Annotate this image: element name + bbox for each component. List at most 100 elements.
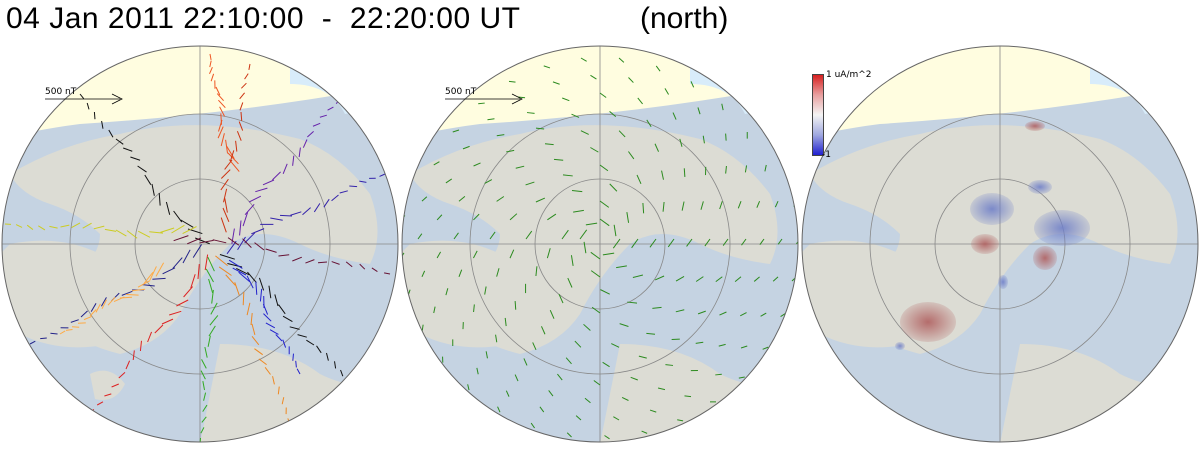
- map-border: [401, 45, 799, 443]
- scale-arrowhead: [511, 93, 523, 105]
- magnetometer-vector: [209, 66, 213, 74]
- magnetometer-vector: [248, 195, 262, 203]
- magnetometer-vector: [210, 73, 215, 82]
- magnetometer-vector: [171, 224, 185, 234]
- equivalent-current-vector: [642, 202, 645, 214]
- magnetometer-vector: [236, 131, 242, 141]
- equivalent-current-vector: [525, 181, 535, 186]
- magnetometer-vector: [60, 224, 70, 228]
- magnetometer-vector: [49, 225, 58, 229]
- magnetometer-vector: [201, 416, 207, 423]
- equivalent-current-vector: [530, 422, 535, 429]
- equivalent-current-vector: [421, 324, 424, 331]
- equivalent-current-vector: [497, 406, 501, 413]
- magnetometer-vector: [313, 203, 321, 213]
- equivalent-current-vector: [611, 343, 620, 348]
- equivalent-current-vector: [796, 238, 798, 245]
- magnetometer-vector: [80, 310, 88, 318]
- magnetometer-vector: [327, 106, 334, 111]
- equivalent-current-vector: [553, 158, 564, 161]
- equivalent-current-vector: [704, 238, 711, 247]
- magnetometer-vector: [224, 159, 233, 170]
- magnetometer-vector: [197, 264, 200, 280]
- magnetometer-vector: [229, 150, 235, 162]
- magnetometer-vector: [82, 222, 92, 229]
- equivalent-current-vector: [697, 310, 706, 315]
- hemisphere-label: (north): [640, 2, 729, 35]
- magnetometer-vector: [220, 178, 229, 191]
- magnetometer-vector: [218, 119, 223, 132]
- magnetometer-vector: [272, 171, 281, 181]
- field-aligned-current-map: [801, 45, 1199, 443]
- map-base: [402, 46, 798, 442]
- magnetometer-vector: [202, 404, 208, 412]
- magnetometer-vector: [282, 339, 287, 348]
- equivalent-current-vector: [539, 406, 545, 413]
- equivalent-current-vector: [759, 238, 765, 246]
- equivalent-current-vector: [562, 174, 573, 177]
- magnetometer-vector: [173, 210, 183, 223]
- magnetometer-vector: [240, 111, 243, 122]
- equivalent-current-vector: [744, 100, 747, 107]
- magnetometer-vector: [93, 111, 96, 120]
- equivalent-current-vector: [543, 65, 551, 69]
- equivalent-current-vector: [764, 164, 767, 172]
- magnetometer-vector: [152, 277, 166, 280]
- equivalent-current-vector: [541, 326, 546, 335]
- magnetometer-vector: [268, 285, 272, 299]
- magnetometer-vector: [272, 376, 275, 385]
- equivalent-current-vector: [684, 395, 692, 398]
- magnetometer-vector: [218, 99, 226, 109]
- equivalent-current-vector: [632, 274, 644, 278]
- magnetometer-vector: [244, 232, 256, 244]
- equivalent-current-vector: [715, 276, 723, 283]
- magnetometer-vector: [89, 309, 97, 317]
- equivalent-current-vector: [495, 334, 498, 343]
- equivalent-current-vector: [675, 309, 685, 313]
- equivalent-current-vector: [630, 376, 638, 381]
- magnetometer-vector: [227, 237, 240, 246]
- equivalent-current-vector: [700, 201, 704, 210]
- magnetometer-vector: [217, 126, 224, 139]
- equivalent-current-vector: [509, 213, 518, 221]
- magnetometer-vector: [104, 393, 112, 397]
- current-blob-upward: [1025, 121, 1045, 131]
- time-range-title: 04 Jan 2011 22:10:00 - 22:20:00 UT: [6, 2, 521, 35]
- equivalent-current-vector: [571, 113, 580, 118]
- magnetometer-vector: [292, 353, 294, 361]
- magnetometer-vector: [247, 271, 257, 283]
- magnetometer-vector: [182, 249, 191, 264]
- magnetometer-vector: [296, 368, 301, 375]
- equivalent-current-vector: [585, 222, 598, 226]
- equivalent-current-vector: [570, 255, 574, 266]
- equivalent-current-vector: [562, 97, 570, 102]
- magnetometer-vector: [139, 340, 142, 352]
- equivalent-current-vector: [756, 200, 761, 208]
- magnetometer-vector: [212, 239, 227, 244]
- magnetometer-vector: [131, 288, 146, 292]
- equivalent-current-vector: [453, 232, 459, 240]
- scale-arrow: 500 nT: [445, 87, 523, 105]
- equivalent-current-vector: [734, 276, 742, 282]
- magnetometer-vector: [307, 131, 314, 138]
- current-blob-downward: [970, 193, 1014, 225]
- magnetometer-vector: [384, 272, 391, 275]
- magnetometer-vector: [26, 224, 34, 230]
- magnetometer-vector: [278, 254, 290, 257]
- equivalent-current-vector: [599, 92, 607, 98]
- magnetometer-vector: [258, 358, 267, 366]
- equivalent-current-vector: [760, 312, 767, 317]
- magnetometer-vector: [244, 73, 249, 80]
- magnetometer-vector: [96, 401, 104, 406]
- magnetometer-vector: [239, 220, 242, 236]
- magnetometer-vector: [101, 120, 104, 129]
- equivalent-current-vector: [599, 164, 609, 172]
- magnetometer-vector: [149, 231, 164, 234]
- magnetometer-vector: [209, 53, 212, 60]
- magnetometer-vector: [297, 334, 307, 338]
- current-blob-downward: [895, 342, 905, 350]
- magnetometer-vector: [317, 261, 328, 264]
- magnetometer-vector: [155, 262, 165, 277]
- magnetometer-vector: [265, 248, 277, 253]
- magnetometer-vector: [275, 334, 283, 342]
